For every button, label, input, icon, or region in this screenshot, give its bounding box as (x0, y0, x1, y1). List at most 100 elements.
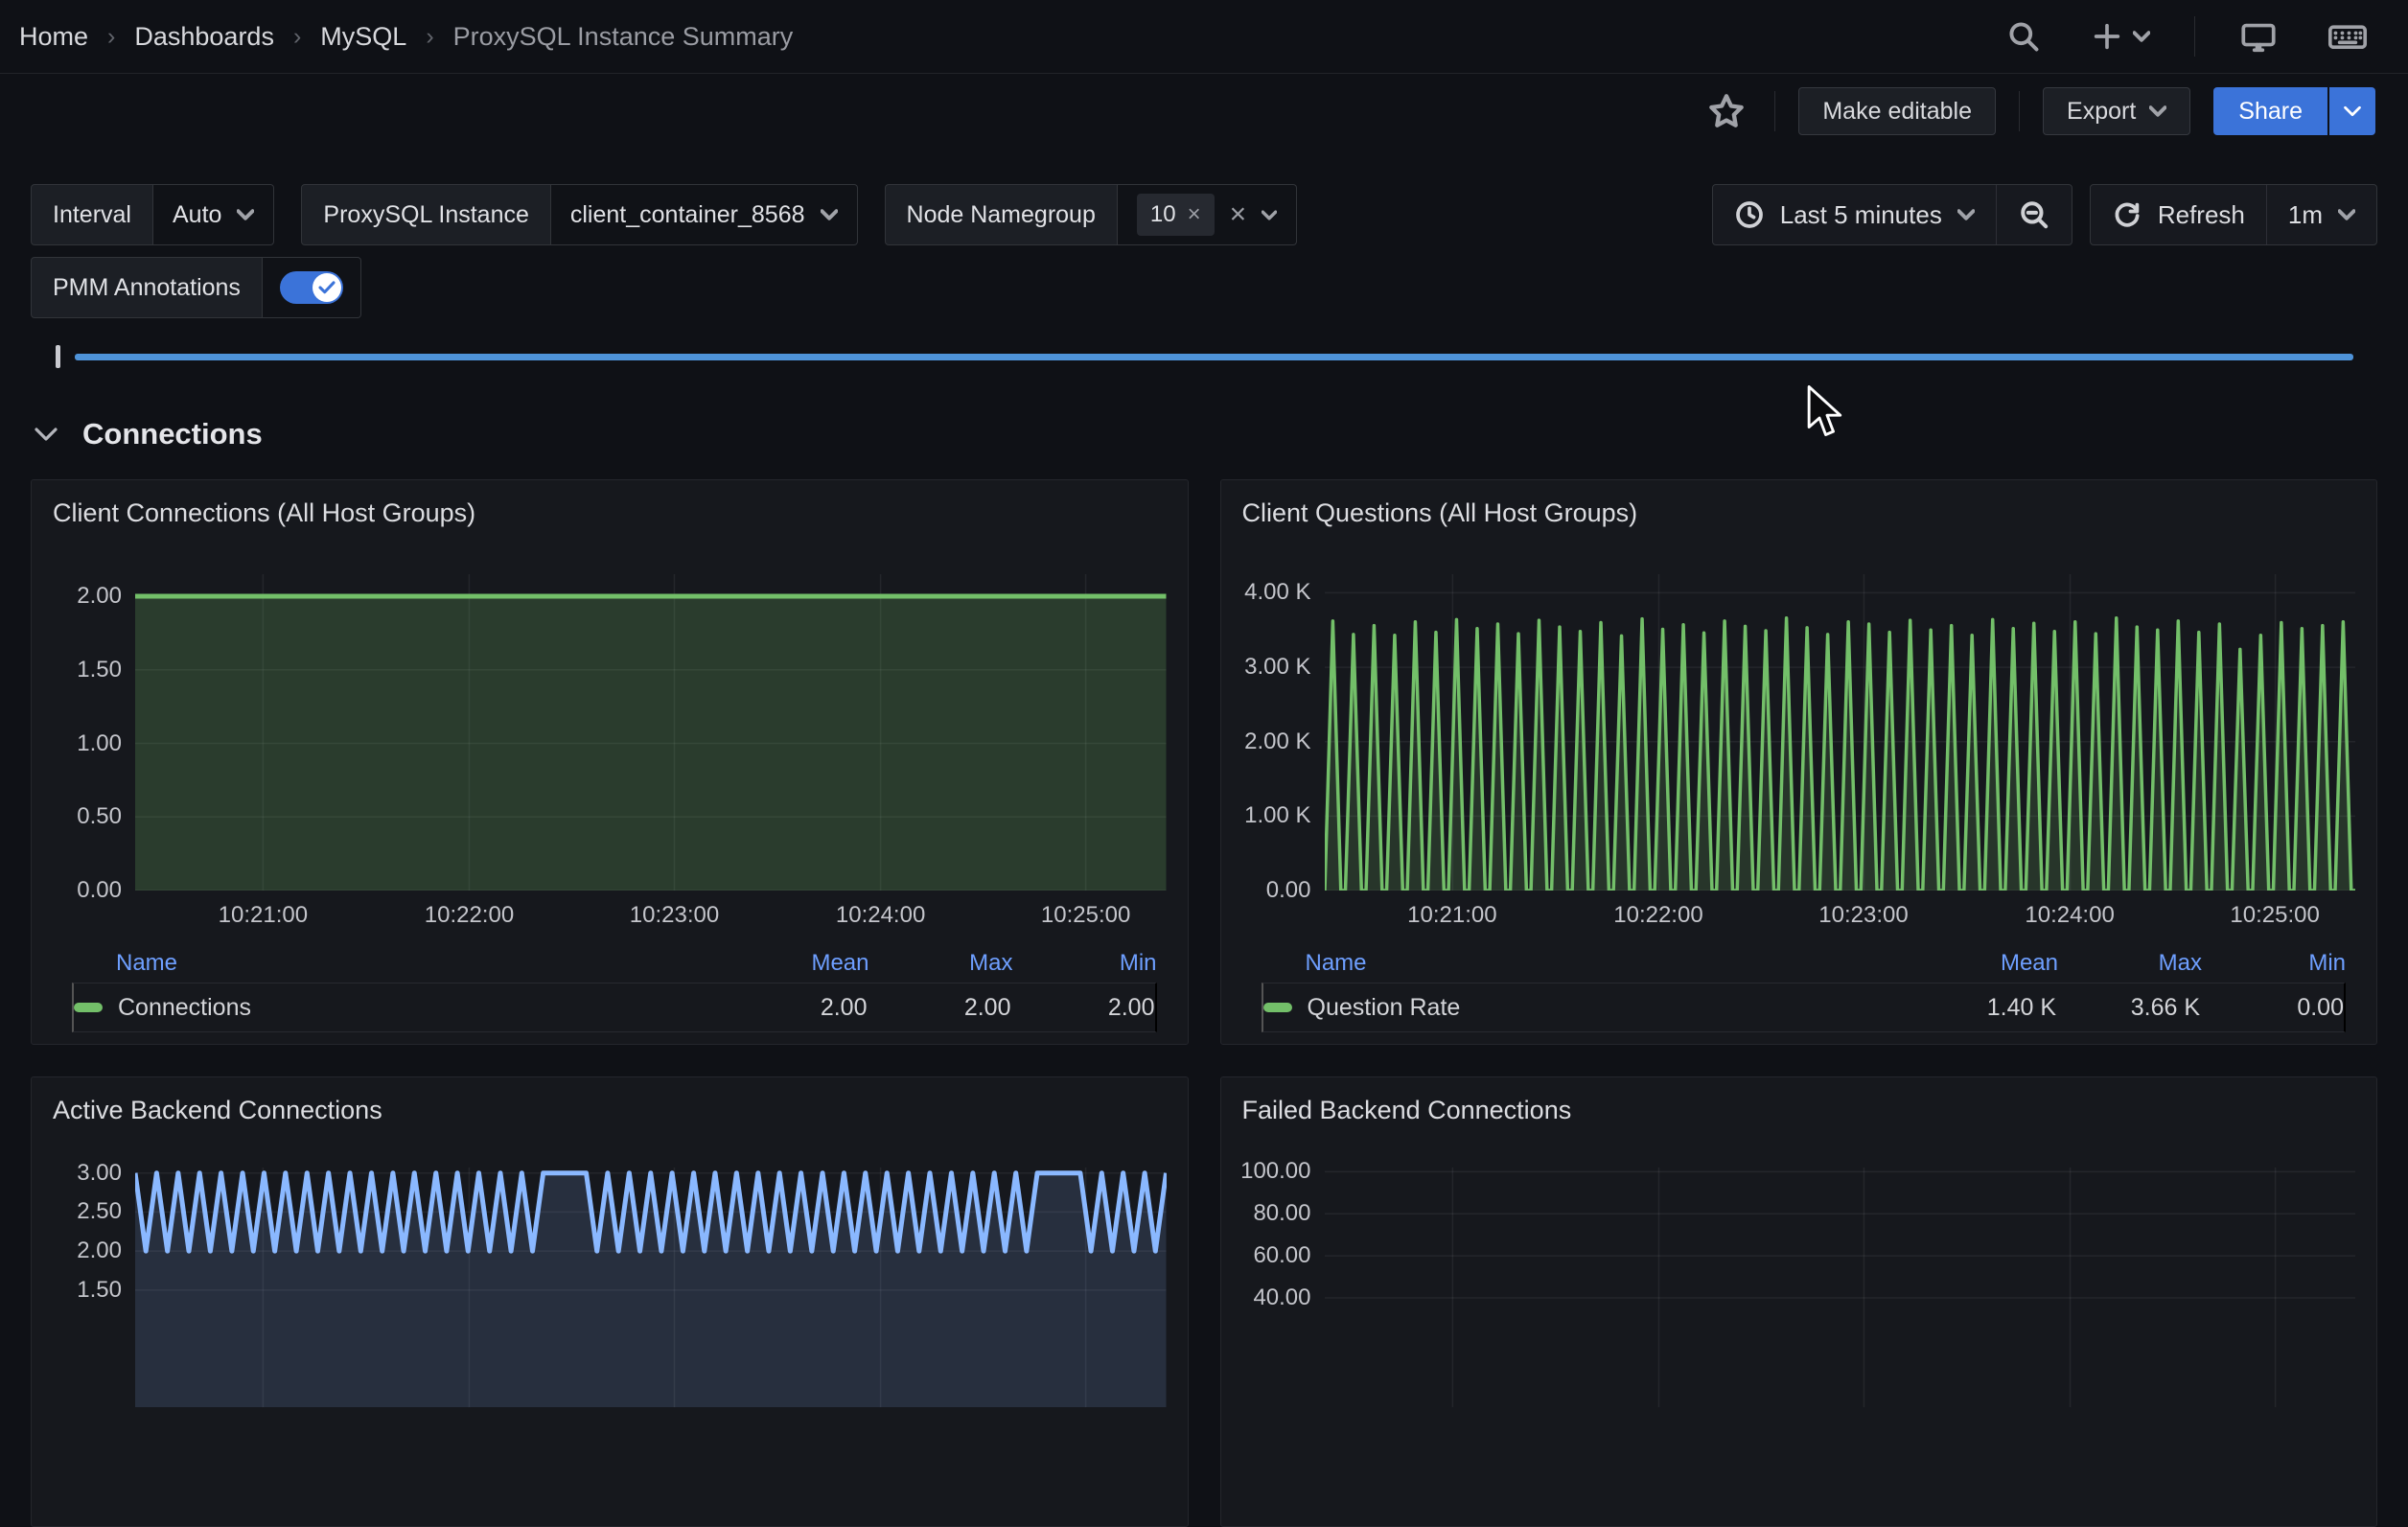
panel-title[interactable]: Failed Backend Connections (1242, 1091, 2356, 1129)
monitor-mode-button[interactable] (2234, 13, 2283, 59)
x-axis-tick: 10:24:00 (2025, 902, 2115, 928)
chart-client-connections: 2.00 1.50 1.00 0.50 0.00 (53, 574, 1167, 903)
y-axis-tick: 3.00 (77, 1159, 122, 1186)
chevron-down-icon (2133, 31, 2150, 42)
legend-header: Name Mean Max Min (1262, 944, 2347, 983)
add-button[interactable] (2085, 14, 2156, 58)
legend-header-min[interactable]: Min (2308, 950, 2346, 976)
legend-header-max[interactable]: Max (2158, 950, 2202, 976)
export-button[interactable]: Export (2043, 87, 2191, 135)
proxysql-instance-label: ProxySQL Instance (301, 184, 551, 245)
namegroup-chip[interactable]: 10 × (1136, 194, 1215, 236)
breadcrumb-mysql[interactable]: MySQL (320, 21, 407, 51)
section-collapse-button[interactable] (31, 423, 61, 446)
zoom-out-button[interactable] (1995, 185, 2072, 244)
variable-controls: Interval Auto ProxySQL Instance client_c… (31, 184, 1298, 245)
x-axis-tick: 10:22:00 (1613, 902, 1703, 928)
legend-max-value: 3.66 K (2130, 993, 2200, 1021)
y-axis-tick: 1.50 (77, 656, 122, 683)
breadcrumb: Home › Dashboards › MySQL › ProxySQL Ins… (19, 22, 793, 52)
legend-min-value: 2.00 (1107, 993, 1155, 1021)
zoom-out-icon (2021, 201, 2048, 229)
favorite-button[interactable] (1702, 86, 1751, 136)
refresh-group: Refresh 1m (2089, 184, 2377, 245)
search-button[interactable] (2001, 13, 2047, 59)
plot-area[interactable] (135, 574, 1167, 891)
legend-header-name[interactable]: Name (116, 950, 178, 976)
timeline-handle[interactable] (56, 345, 60, 368)
panel-title[interactable]: Client Questions (All Host Groups) (1242, 494, 2356, 532)
pmm-annotations-toggle[interactable] (279, 271, 343, 304)
y-axis-tick: 1.00 K (1244, 802, 1311, 829)
annotation-timeline (31, 345, 2377, 370)
refresh-interval-button[interactable]: 1m (2265, 185, 2376, 244)
breadcrumb-separator: › (292, 22, 302, 50)
breadcrumb-home[interactable]: Home (19, 21, 89, 51)
x-axis: 10:21:00 10:22:00 10:23:00 10:24:00 10:25:00 (135, 892, 1167, 937)
legend-max-value: 2.00 (963, 993, 1011, 1021)
series-color-swatch (1262, 1003, 1292, 1012)
legend-header-max[interactable]: Max (969, 950, 1013, 976)
legend-series: Connections (74, 994, 724, 1022)
node-namegroup-filter: Node Namegroup 10 × × (884, 184, 1298, 245)
y-axis-tick: 2.00 (77, 1238, 122, 1264)
interval-select[interactable]: Auto (152, 184, 275, 245)
time-range-button[interactable]: Last 5 minutes (1713, 185, 1996, 244)
plot-area[interactable] (1324, 574, 2355, 891)
star-icon (1709, 94, 1745, 127)
export-label: Export (2067, 97, 2137, 125)
legend-series-name: Question Rate (1307, 993, 1461, 1021)
panel-failed-backend-connections: Failed Backend Connections 100.00 80.00 60… (1219, 1076, 2377, 1527)
legend-min-value: 0.00 (2297, 993, 2344, 1021)
breadcrumb-dashboards[interactable]: Dashboards (134, 21, 274, 51)
x-axis-tick: 10:23:00 (1818, 902, 1909, 928)
node-namegroup-select[interactable]: 10 × × (1117, 184, 1298, 245)
legend-header-mean[interactable]: Mean (2000, 950, 2058, 976)
proxysql-instance-select[interactable]: client_container_8568 (550, 184, 858, 245)
legend-mean-value: 2.00 (820, 993, 868, 1021)
legend-row-connections[interactable]: Connections 2.00 2.00 2.00 (72, 983, 1157, 1032)
annotation-timeline-bar[interactable] (75, 354, 2353, 360)
controls-row: Interval Auto ProxySQL Instance client_c… (31, 184, 2377, 245)
legend-header-min[interactable]: Min (1119, 950, 1157, 976)
panel-title[interactable]: Client Connections (All Host Groups) (53, 494, 1167, 532)
legend-row-question-rate[interactable]: Question Rate 1.40 K 3.66 K 0.00 (1261, 983, 2346, 1032)
time-range-label: Last 5 minutes (1779, 199, 1942, 229)
legend-header-name[interactable]: Name (1305, 950, 1367, 976)
panel-title[interactable]: Active Backend Connections (53, 1091, 1167, 1129)
panels-row-1: Client Connections (All Host Groups) 2.0… (31, 479, 2377, 1045)
breadcrumb-current-page: ProxySQL Instance Summary (452, 21, 794, 51)
top-nav: Home › Dashboards › MySQL › ProxySQL Ins… (0, 0, 2408, 74)
y-axis-tick: 1.00 (77, 729, 122, 756)
y-axis-tick: 4.00 K (1244, 579, 1311, 606)
x-axis-tick: 10:21:00 (218, 902, 309, 928)
x-axis-tick: 10:23:00 (629, 902, 720, 928)
make-editable-label: Make editable (1822, 97, 1973, 125)
panel-active-backend-connections: Active Backend Connections 3.00 2.50 2.00 1… (31, 1076, 1189, 1527)
chart-failed-backend-connections: 100.00 80.00 60.00 40.00 (1240, 1158, 2356, 1407)
pmm-annotations-toggle-box (262, 257, 361, 318)
share-menu-button[interactable] (2329, 87, 2375, 135)
chevron-down-icon (1956, 209, 1975, 220)
plot-area[interactable] (135, 1168, 1167, 1407)
refresh-label: Refresh (2157, 199, 2245, 229)
keyboard-shortcuts-button[interactable] (2322, 14, 2373, 58)
chart-active-backend-connections: 3.00 2.50 2.00 1.50 (53, 1160, 1167, 1407)
legend-header: Name Mean Max Min (72, 944, 1157, 983)
chevron-down-icon (2149, 105, 2167, 117)
legend-header-mean[interactable]: Mean (811, 950, 869, 976)
keyboard-icon (2327, 25, 2368, 50)
x-axis-tick: 10:22:00 (424, 902, 515, 928)
make-editable-button[interactable]: Make editable (1798, 87, 1997, 135)
y-axis: 2.00 1.50 1.00 0.50 0.00 (53, 574, 135, 903)
clear-selection-icon[interactable]: × (1229, 198, 1247, 230)
x-axis-tick: 10:24:00 (835, 902, 926, 928)
refresh-button[interactable]: Refresh (2091, 185, 2266, 244)
y-axis-tick: 80.00 (1253, 1200, 1311, 1227)
panels-row-2: Active Backend Connections 3.00 2.50 2.00 1… (31, 1076, 2377, 1527)
chevron-down-icon (2338, 209, 2355, 220)
share-button[interactable]: Share (2213, 87, 2327, 135)
remove-chip-icon[interactable]: × (1187, 201, 1201, 227)
plot-area[interactable] (1325, 1168, 2356, 1407)
namegroup-chip-value: 10 (1149, 201, 1176, 227)
